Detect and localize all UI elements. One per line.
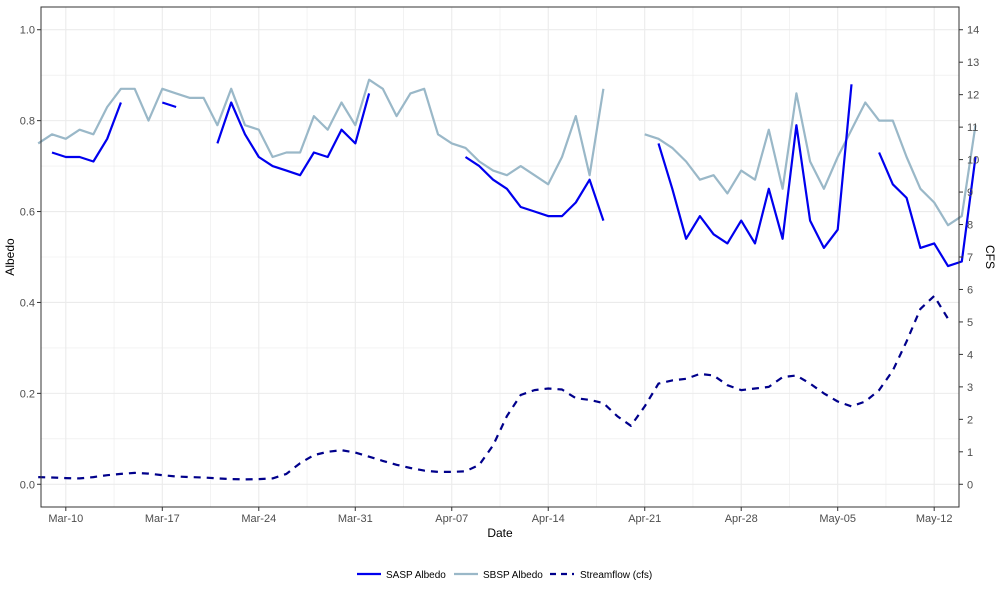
series-line-segment xyxy=(161,101,177,109)
y2-tick-label: 9 xyxy=(967,187,973,199)
y2-tick-label: 6 xyxy=(967,284,973,296)
series-line-segment xyxy=(878,152,977,268)
y2-tick-label: 3 xyxy=(967,382,973,394)
x-tick-label: May-12 xyxy=(916,513,953,525)
legend-label-sasp: SASP Albedo xyxy=(386,570,446,581)
y-tick-label: 1.0 xyxy=(20,25,35,37)
x-axis-title: Date xyxy=(487,526,513,540)
series-streamflow-cfs xyxy=(38,294,949,481)
y-tick-label: 0.6 xyxy=(20,207,35,219)
y2-tick-label: 13 xyxy=(967,57,979,69)
grid xyxy=(41,7,959,507)
legend-label-sbsp: SBSP Albedo xyxy=(483,570,543,581)
x-tick-label: Mar-24 xyxy=(241,513,276,525)
series-sbsp-albedo xyxy=(37,78,977,227)
series-layer xyxy=(37,78,977,481)
y2-tick-label: 14 xyxy=(967,25,979,37)
y-tick-label: 0.4 xyxy=(20,297,35,309)
series-line-segment xyxy=(37,78,605,186)
y-axis-title: Albedo xyxy=(3,238,17,276)
x-tick-label: Mar-17 xyxy=(145,513,180,525)
y2-tick-label: 1 xyxy=(967,447,973,459)
y2-tick-label: 11 xyxy=(967,122,978,134)
series-line-segment xyxy=(644,92,977,227)
x-tick-label: May-05 xyxy=(819,513,856,525)
y2-tick-label: 8 xyxy=(967,220,973,232)
y-tick-label: 0.8 xyxy=(20,116,35,128)
axes: Mar-10 Mar-17 Mar-24 Mar-31 Apr-07 Apr-14 Apr-… xyxy=(20,25,980,525)
y2-tick-label: 2 xyxy=(967,414,973,426)
x-tick-label: Apr-07 xyxy=(435,513,468,525)
y-tick-label: 0.2 xyxy=(20,388,35,400)
x-tick-label: Apr-28 xyxy=(725,513,758,525)
y2-tick-label: 12 xyxy=(967,90,979,102)
legend-item-sasp: SASP Albedo xyxy=(357,570,446,581)
legend-item-sbsp: SBSP Albedo xyxy=(454,570,543,581)
series-sasp-albedo xyxy=(51,84,977,268)
legend-label-streamflow: Streamflow (cfs) xyxy=(580,570,652,581)
x-tick-label: Apr-14 xyxy=(532,513,565,525)
y2-tick-label: 4 xyxy=(967,349,973,361)
x-tick-label: Mar-10 xyxy=(48,513,83,525)
x-tick-label: Mar-31 xyxy=(338,513,373,525)
legend: SASP Albedo SBSP Albedo Streamflow (cfs) xyxy=(357,570,652,581)
y2-tick-label: 0 xyxy=(967,479,973,491)
x-tick-label: Apr-21 xyxy=(628,513,661,525)
y2-tick-label: 10 xyxy=(967,155,979,167)
series-line-segment xyxy=(216,93,371,177)
y2-tick-label: 5 xyxy=(967,317,973,329)
y2-axis-title: CFS xyxy=(983,245,997,269)
series-line-segment xyxy=(38,294,949,481)
y-tick-label: 0.0 xyxy=(20,479,35,491)
series-line-segment xyxy=(657,84,853,249)
y2-tick-label: 7 xyxy=(967,252,973,264)
legend-item-streamflow: Streamflow (cfs) xyxy=(550,570,652,581)
series-line-segment xyxy=(464,156,605,221)
series-line-segment xyxy=(51,102,122,163)
